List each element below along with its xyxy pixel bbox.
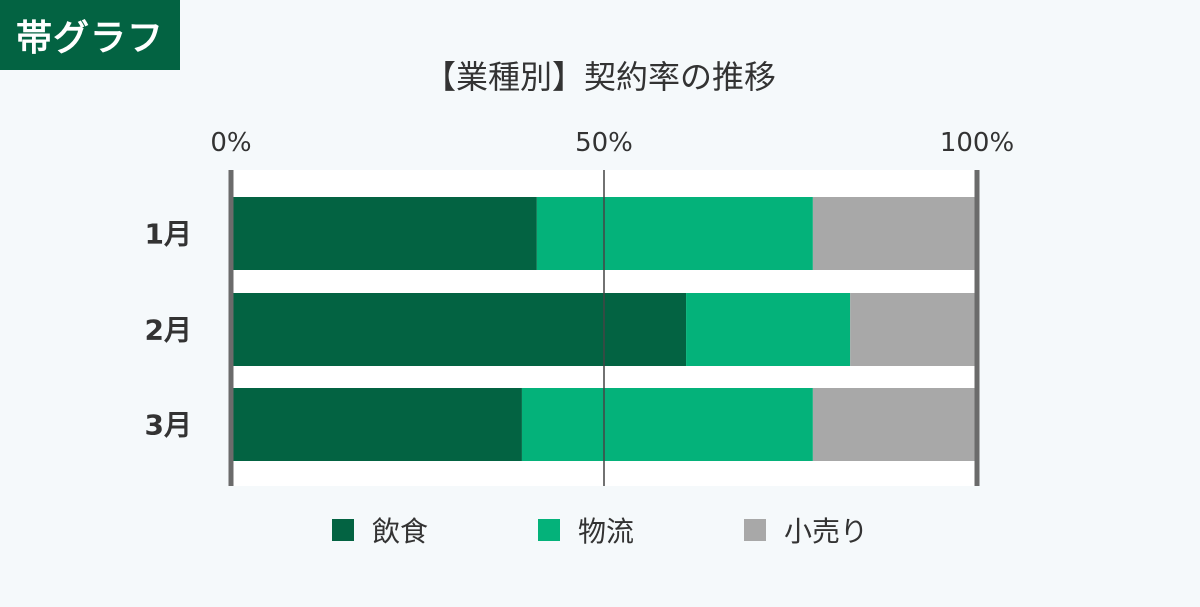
bar-segment: [686, 293, 851, 366]
chart-title: 【業種別】契約率の推移: [423, 58, 776, 96]
legend-swatch: [744, 519, 766, 541]
legend-label: 物流: [577, 515, 634, 548]
badge-label: 帯グラフ: [15, 18, 164, 59]
bar-segment: [231, 197, 537, 270]
legend-label: 飲食: [371, 515, 428, 548]
legend-swatch: [331, 519, 354, 541]
legend-item-butsuryu: 物流: [537, 510, 634, 550]
legend: 飲食 物流 小売り: [0, 510, 1200, 550]
legend-item-inshoku: 飲食: [331, 510, 428, 550]
x-tick-label: 50%: [575, 128, 633, 158]
bar-segments: [231, 197, 977, 461]
category-label: 2月: [145, 314, 192, 347]
x-tick-label: 100%: [940, 128, 1014, 158]
x-tick-labels: 0% 50% 100%: [210, 128, 1014, 158]
category-labels: 1月 2月 3月: [145, 218, 192, 442]
legend-swatch: [537, 519, 560, 541]
bar-segment: [536, 197, 813, 270]
chart-type-badge: 帯グラフ: [0, 0, 180, 70]
bar-segment: [521, 388, 813, 461]
bar-segment: [231, 388, 522, 461]
bar-segment: [850, 293, 977, 366]
grid-lines: [228, 170, 980, 486]
bar-segment: [812, 388, 977, 461]
bar-segment: [812, 197, 977, 270]
x-tick-label: 0%: [210, 128, 251, 158]
category-label: 1月: [145, 218, 192, 251]
legend-label: 小売り: [784, 515, 869, 548]
bar-segment: [231, 293, 687, 366]
legend-item-kouri: 小売り: [744, 510, 868, 550]
category-label: 3月: [145, 409, 192, 442]
